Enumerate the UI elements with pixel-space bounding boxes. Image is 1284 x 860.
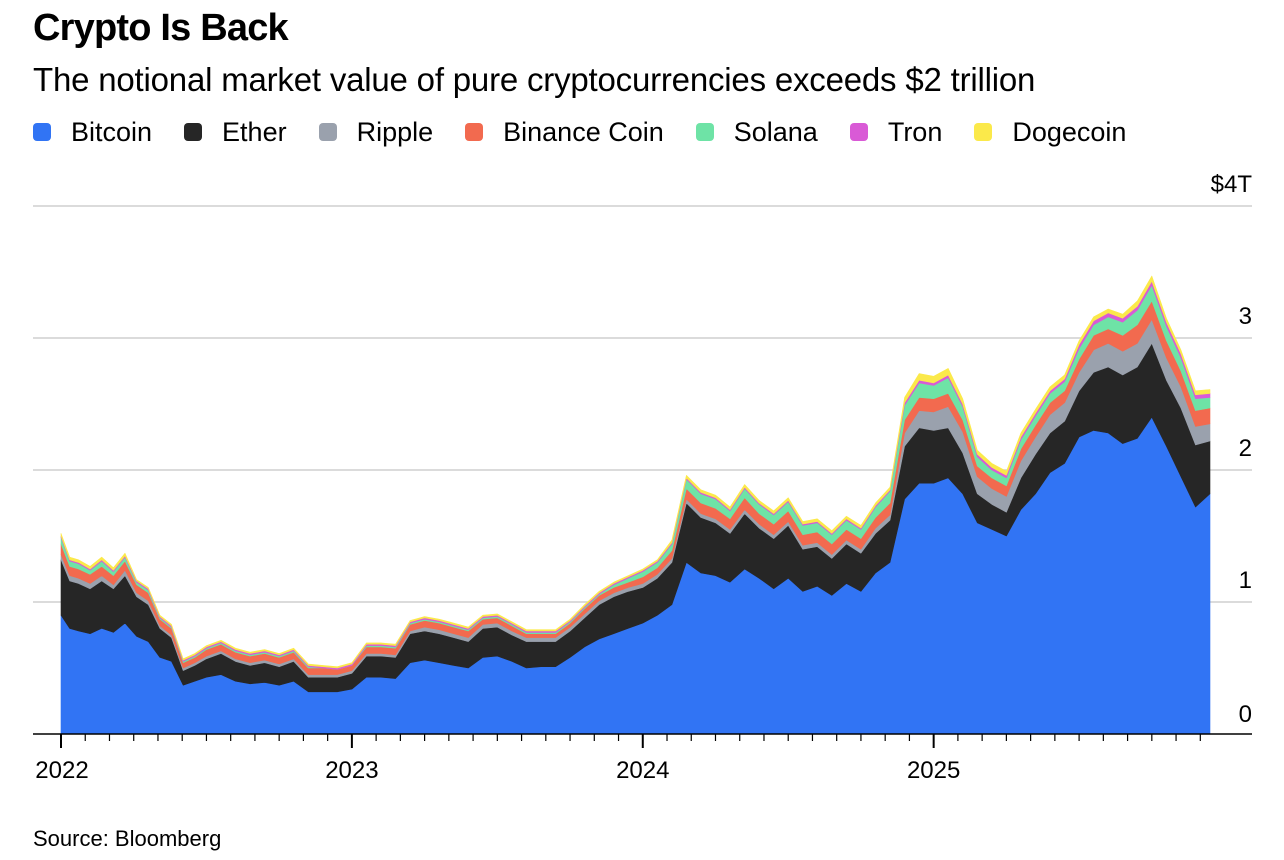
legend-swatch: [184, 123, 203, 141]
legend-item-ether: Ether: [184, 114, 287, 150]
legend-item-solana: Solana: [695, 114, 818, 150]
legend-label: Ripple: [356, 117, 434, 147]
legend-label: Binance Coin: [503, 117, 664, 147]
legend-swatch: [465, 123, 484, 141]
legend: Bitcoin Ether Ripple Binance Coin Solana Tron…: [33, 114, 1158, 150]
legend-item-tron: Tron: [849, 114, 943, 150]
legend-label: Bitcoin: [71, 117, 153, 147]
legend-swatch: [33, 123, 51, 141]
area-dogecoin: [60, 275, 1211, 669]
legend-swatch: [695, 123, 714, 141]
legend-item-ripple: Ripple: [318, 114, 434, 150]
chart-subtitle: The notional market value of pure crypto…: [33, 61, 1036, 98]
legend-item-bitcoin: Bitcoin: [33, 114, 152, 150]
y-tick-label: 2: [1239, 435, 1252, 462]
y-tick-label: $4T: [1211, 171, 1253, 198]
source-note: Source: Bloomberg: [33, 826, 222, 851]
chart-title: Crypto Is Back: [33, 7, 289, 49]
legend-label: Ether: [222, 117, 287, 147]
y-tick-label: 0: [1239, 701, 1252, 728]
x-tick-label: 2025: [907, 757, 960, 784]
legend-label: Dogecoin: [1012, 117, 1127, 147]
legend-label: Solana: [733, 117, 818, 147]
legend-item-binance-coin: Binance Coin: [465, 114, 664, 150]
legend-swatch: [849, 123, 868, 141]
stacked-areas: [60, 275, 1211, 735]
x-axis: [33, 733, 1252, 748]
x-tick-label: 2022: [35, 757, 88, 784]
x-tick-label: 2024: [616, 757, 669, 784]
legend-item-dogecoin: Dogecoin: [974, 114, 1126, 150]
y-tick-label: 3: [1239, 303, 1252, 330]
legend-swatch: [974, 123, 993, 141]
x-tick-label: 2023: [325, 757, 378, 784]
legend-swatch: [318, 123, 337, 141]
y-tick-label: 1: [1239, 567, 1252, 594]
legend-label: Tron: [887, 117, 943, 147]
tick-labels: 0 1 2 3 $4T 2022 2023 2024 2025: [35, 171, 1252, 784]
